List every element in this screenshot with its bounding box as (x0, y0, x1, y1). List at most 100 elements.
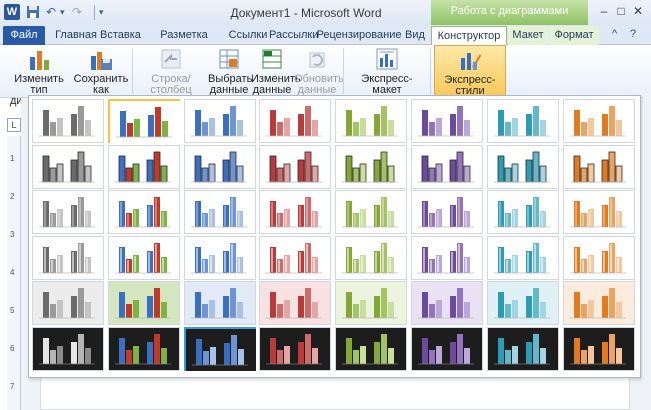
chart-style-thumbnail (487, 236, 558, 279)
chart-style-12[interactable] (259, 144, 332, 189)
tab-view[interactable]: Вид (405, 29, 425, 41)
chart-style-46[interactable] (411, 327, 483, 371)
chart-style-2[interactable] (107, 99, 180, 143)
chart-style-41[interactable] (32, 327, 104, 371)
save-icon[interactable] (26, 5, 40, 19)
minimize-ribbon-icon[interactable]: ^ (612, 28, 618, 40)
thumbnail-bar-highlight (86, 257, 88, 272)
thumbnail-bar (146, 205, 153, 228)
thumbnail-bar-highlight (209, 255, 212, 272)
thumbnail-bar-highlight (147, 206, 150, 227)
chart-style-16[interactable] (562, 144, 635, 189)
chart-style-9[interactable] (32, 144, 104, 189)
tab-mailings[interactable]: Рассылки (269, 29, 319, 41)
tab-file[interactable]: Файл (3, 26, 45, 45)
refresh-data-button[interactable]: Обновить данные (294, 45, 344, 97)
chart-style-18[interactable] (107, 190, 180, 235)
chart-style-11[interactable] (183, 144, 256, 189)
select-data-button[interactable]: Выбрать данные (208, 45, 252, 97)
chart-style-4[interactable] (259, 99, 332, 143)
chart-style-30[interactable] (411, 235, 483, 280)
tab-page-layout[interactable]: Разметка страницы (159, 29, 208, 59)
chart-style-31[interactable] (486, 235, 559, 280)
chart-style-44[interactable] (259, 327, 332, 371)
chart-style-21[interactable] (335, 190, 408, 235)
chart-style-13[interactable] (335, 144, 408, 189)
maximize-button[interactable]: □ (617, 4, 625, 18)
quick-styles-button[interactable]: Экспресс-стили ▾ (434, 45, 506, 108)
chart-style-47[interactable] (486, 327, 559, 371)
chart-style-10[interactable] (107, 144, 180, 189)
switch-row-column-button[interactable]: Строка/столбец (134, 45, 208, 97)
tab-references[interactable]: Ссылки (228, 29, 268, 41)
chart-style-35[interactable] (183, 281, 256, 326)
word-app-icon[interactable]: W (4, 4, 20, 20)
chart-style-1[interactable] (32, 99, 104, 143)
chart-style-28[interactable] (259, 235, 332, 280)
tab-design[interactable]: Конструктор (431, 26, 507, 46)
chart-style-32[interactable] (562, 235, 635, 280)
chart-style-8[interactable] (562, 99, 635, 143)
thumbnail-bar (615, 348, 622, 364)
chart-style-14[interactable] (411, 144, 483, 189)
thumbnail-bar (312, 348, 319, 364)
customize-qat-icon[interactable]: ▾ (99, 7, 104, 17)
gallery-scrollbar[interactable] (643, 95, 651, 378)
tab-selector[interactable]: L (7, 118, 21, 132)
thumbnail-bar (504, 350, 511, 364)
minimize-button[interactable]: – (600, 4, 608, 18)
thumbnail-bar-highlight (271, 202, 274, 227)
save-as-template-button[interactable]: Сохранить как шаблон (73, 45, 129, 107)
thumbnail-bar-highlight (285, 210, 288, 227)
change-chart-type-button[interactable]: Изменить тип диаграммы (6, 45, 72, 107)
tab-review[interactable]: Рецензирование (316, 29, 402, 41)
thumbnail-bar-highlight (512, 210, 515, 227)
thumbnail-bar (42, 155, 50, 182)
chart-style-34[interactable] (107, 281, 180, 326)
chart-style-25[interactable] (32, 235, 104, 280)
chart-style-6[interactable] (411, 99, 483, 143)
edit-data-button[interactable]: Изменить данные (251, 45, 301, 97)
chart-style-42[interactable] (107, 327, 180, 371)
thumbnail-bar (132, 346, 139, 364)
thumbnail-bar (78, 197, 84, 228)
chart-style-20[interactable] (259, 190, 332, 235)
chart-style-3[interactable] (183, 99, 256, 143)
chart-style-37[interactable] (335, 281, 408, 326)
chart-style-23[interactable] (486, 190, 559, 235)
help-icon[interactable]: ? (630, 28, 637, 40)
chart-style-24[interactable] (562, 190, 635, 235)
chart-style-17[interactable] (32, 190, 104, 235)
thumbnail-bar (497, 110, 504, 136)
thumbnail-bar (504, 304, 511, 319)
thumbnail-bar (277, 304, 284, 319)
chart-style-27[interactable] (183, 235, 256, 280)
chart-style-7[interactable] (486, 99, 559, 143)
chart-style-36[interactable] (259, 281, 332, 326)
chart-style-40[interactable] (562, 281, 635, 326)
chart-style-43[interactable] (183, 327, 256, 371)
chart-style-26[interactable] (107, 235, 180, 280)
thumbnail-bar (85, 120, 91, 136)
chart-style-22[interactable] (411, 190, 483, 235)
quick-layout-button[interactable]: Экспресс-макет ▾ (347, 45, 427, 107)
undo-icon[interactable]: ↶ (46, 5, 57, 19)
chart-style-29[interactable] (335, 235, 408, 280)
tab-layout[interactable]: Макет (508, 26, 548, 45)
redo-icon[interactable]: ↷ (72, 5, 83, 19)
chart-style-48[interactable] (562, 327, 635, 371)
chart-style-15[interactable] (486, 144, 559, 189)
chart-style-19[interactable] (183, 190, 256, 235)
thumbnail-bar (525, 342, 532, 364)
chart-style-45[interactable] (335, 327, 408, 371)
chart-style-5[interactable] (335, 99, 408, 143)
close-button[interactable]: ✕ (632, 4, 644, 18)
chart-style-38[interactable] (411, 281, 483, 326)
tab-insert[interactable]: Вставка (100, 29, 141, 41)
undo-dropdown-icon[interactable]: ▾ (60, 7, 65, 17)
chart-style-39[interactable] (486, 281, 559, 326)
thumbnail-bar-highlight (581, 259, 584, 272)
tab-home[interactable]: Главная (55, 29, 97, 41)
tab-format[interactable]: Формат (549, 26, 599, 45)
chart-style-33[interactable] (32, 281, 104, 326)
